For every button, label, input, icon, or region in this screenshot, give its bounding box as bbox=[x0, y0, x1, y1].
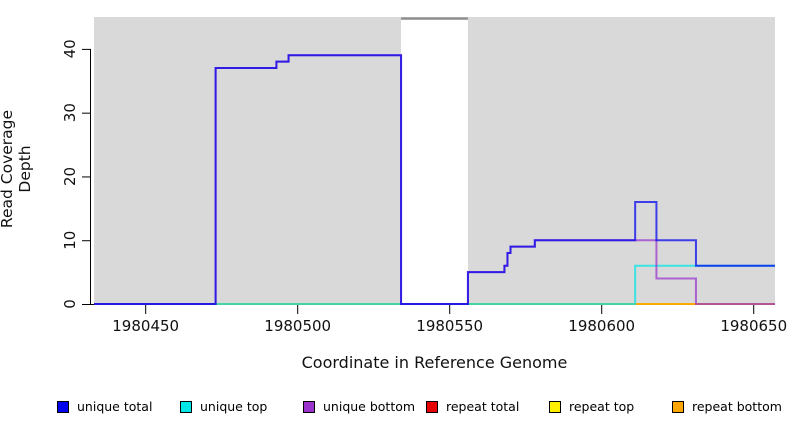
legend-item-repeat-total: repeat total bbox=[426, 400, 549, 413]
legend-label: unique top bbox=[200, 399, 268, 414]
x-axis-title: Coordinate in Reference Genome bbox=[301, 353, 568, 372]
y-tick-label: 10 bbox=[61, 231, 79, 250]
x-tick-label: 1980550 bbox=[416, 317, 483, 335]
legend: unique total unique top unique bottom repea… bbox=[57, 400, 792, 413]
series-line-unique-total bbox=[94, 54, 775, 305]
legend-label: repeat top bbox=[569, 399, 635, 414]
legend-item-unique-top: unique top bbox=[180, 400, 303, 413]
legend-item-unique-total: unique total bbox=[57, 400, 180, 413]
legend-swatch-icon bbox=[303, 400, 315, 413]
legend-swatch-icon bbox=[426, 400, 438, 413]
x-tick-label: 1980650 bbox=[720, 317, 787, 335]
legend-label: repeat total bbox=[446, 399, 520, 414]
legend-swatch-icon bbox=[57, 400, 69, 413]
masked-region bbox=[401, 17, 468, 305]
legend-label: unique total bbox=[77, 399, 153, 414]
legend-label: unique bottom bbox=[323, 399, 416, 414]
y-axis-title: Read Coverage Depth bbox=[0, 109, 34, 229]
legend-item-repeat-top: repeat top bbox=[549, 400, 672, 413]
legend-swatch-icon bbox=[180, 400, 192, 413]
y-tick-label: 0 bbox=[61, 299, 79, 309]
legend-swatch-icon bbox=[672, 400, 684, 413]
legend-swatch-icon bbox=[549, 400, 561, 413]
legend-item-repeat-bottom: repeat bottom bbox=[672, 400, 792, 413]
x-tick-label: 1980600 bbox=[568, 317, 635, 335]
y-tick-label: 30 bbox=[61, 103, 79, 122]
legend-item-unique-bottom: unique bottom bbox=[303, 400, 426, 413]
legend-label: repeat bottom bbox=[692, 399, 782, 414]
x-tick-label: 1980450 bbox=[112, 317, 179, 335]
y-tick-label: 40 bbox=[61, 39, 79, 58]
x-tick-label: 1980500 bbox=[264, 317, 331, 335]
y-tick-label: 20 bbox=[61, 167, 79, 186]
